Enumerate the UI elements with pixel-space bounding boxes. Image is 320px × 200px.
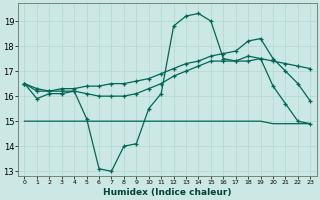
X-axis label: Humidex (Indice chaleur): Humidex (Indice chaleur) <box>103 188 232 197</box>
